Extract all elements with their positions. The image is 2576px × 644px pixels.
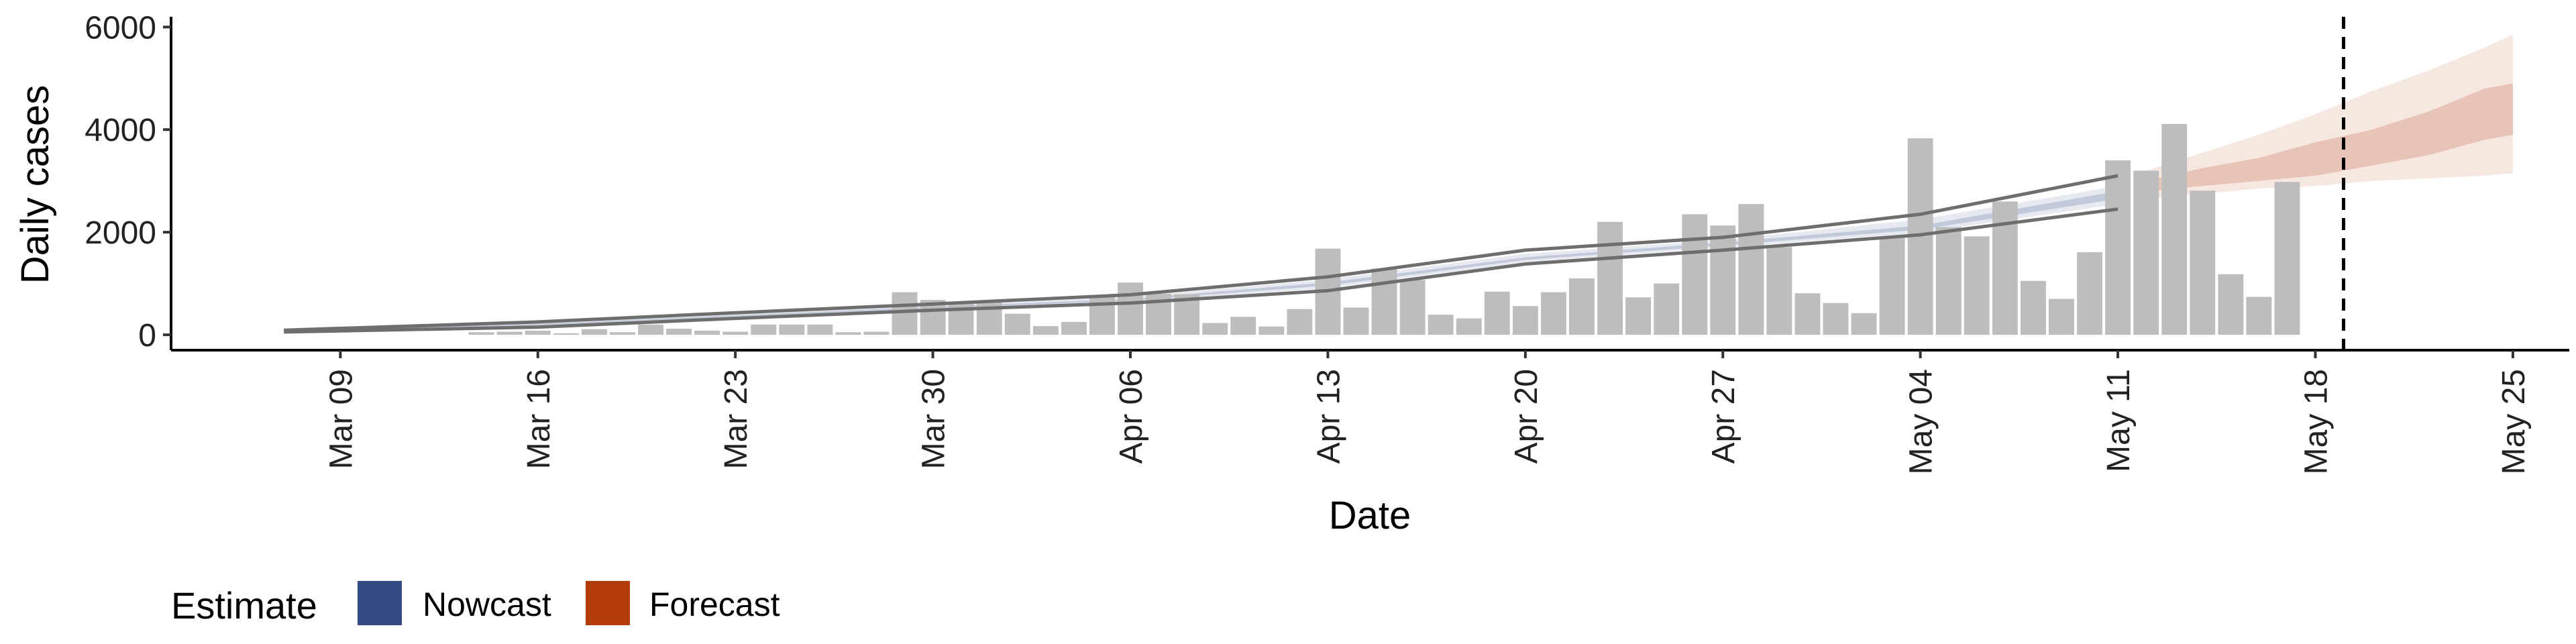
case-bar (1061, 321, 1087, 335)
case-bar (1625, 297, 1651, 335)
case-bar (694, 330, 720, 335)
case-bar (1456, 318, 1482, 335)
case-bar (1935, 227, 1962, 335)
case-bar (751, 324, 777, 335)
case-bar (1371, 268, 1397, 335)
estimate-bands (284, 34, 2513, 332)
case-bar (1202, 323, 1228, 335)
case-bar (1287, 309, 1313, 335)
case-bar (835, 332, 861, 335)
case-bar (2274, 182, 2300, 335)
daily-case-bars (468, 123, 2300, 335)
case-bar (610, 332, 635, 335)
x-axis-title: Date (1329, 494, 1411, 537)
case-bar (553, 333, 579, 335)
y-axis-title: Daily cases (13, 85, 57, 284)
case-bar (2190, 191, 2216, 335)
case-bar (2049, 299, 2074, 335)
nowcast-upper-line (284, 174, 2118, 332)
x-tick-label: May 25 (2496, 369, 2532, 474)
legend-key-forecast (586, 581, 630, 625)
case-bar (1823, 303, 1849, 335)
case-bar (1343, 307, 1369, 335)
case-bar (1004, 313, 1030, 335)
x-tick-label: Mar 30 (916, 369, 952, 469)
case-bar (1258, 326, 1285, 335)
x-tick-label: May 04 (1904, 369, 1939, 474)
x-tick-label: Mar 23 (718, 369, 754, 469)
case-bar (1032, 326, 1059, 335)
case-bar (807, 324, 833, 335)
case-bar (2105, 160, 2131, 335)
case-bar (1230, 317, 1256, 335)
case-bar (2218, 274, 2244, 335)
case-bar (2133, 170, 2159, 335)
case-bar (892, 292, 918, 335)
estimate-lines (284, 174, 2118, 334)
case-bar (779, 324, 805, 335)
case-bar (468, 332, 494, 335)
case-bar (722, 331, 749, 335)
y-tick-label: 0 (138, 318, 156, 354)
case-bar (582, 329, 607, 335)
case-bar (1118, 282, 1143, 335)
case-bar (525, 330, 551, 335)
x-tick-label: Mar 09 (323, 369, 359, 469)
x-tick-label: Apr 27 (1706, 369, 1741, 464)
case-bar (1794, 293, 1821, 335)
legend-label-nowcast: Nowcast (423, 586, 551, 623)
y-tick-label: 2000 (85, 215, 156, 251)
x-tick-label: Mar 16 (521, 369, 557, 469)
case-bar (1738, 204, 1764, 335)
x-tick-label: May 11 (2101, 369, 2137, 472)
case-bar (638, 324, 663, 335)
case-bar (2246, 297, 2272, 335)
case-bar (1541, 292, 1566, 335)
x-tick-label: Apr 20 (1509, 369, 1544, 464)
forecast-outer-band (2146, 34, 2513, 199)
case-bar (1879, 237, 1905, 335)
case-bar (863, 331, 890, 335)
case-bar (2021, 280, 2046, 335)
x-tick-label: May 18 (2299, 369, 2334, 474)
nowcast-lower-line (284, 207, 2118, 334)
case-bar (1512, 306, 1538, 335)
y-tick-label: 6000 (85, 10, 156, 46)
forecast-inner-band (2146, 83, 2513, 192)
case-bar (1654, 283, 1680, 335)
x-tick-label: Apr 13 (1311, 369, 1346, 464)
legend-key-nowcast (358, 581, 402, 625)
case-bar (1428, 315, 1454, 335)
case-bar (496, 331, 523, 335)
legend-label-forecast: Forecast (649, 586, 780, 623)
case-bar (1569, 278, 1595, 335)
legend-title: Estimate (171, 584, 317, 627)
axes: 0 2000 4000 6000 Mar 09 Mar 16 Mar 23 Mar 30 Apr… (85, 10, 2569, 474)
case-bar (666, 328, 692, 335)
case-bar (1597, 221, 1623, 335)
case-bar (1399, 280, 1426, 335)
case-bar (1710, 225, 1736, 335)
case-bar (948, 302, 974, 335)
case-bar (1851, 313, 1877, 335)
case-bar (1766, 247, 1792, 335)
case-bar (1964, 236, 1990, 335)
y-tick-label: 4000 (85, 113, 156, 148)
case-bar (2161, 123, 2188, 335)
case-bar (2077, 252, 2102, 335)
x-tick-label: Apr 06 (1114, 369, 1149, 464)
legend: Estimate Nowcast Forecast (171, 581, 780, 627)
case-bar (1682, 214, 1708, 335)
case-bar (1484, 291, 1510, 335)
